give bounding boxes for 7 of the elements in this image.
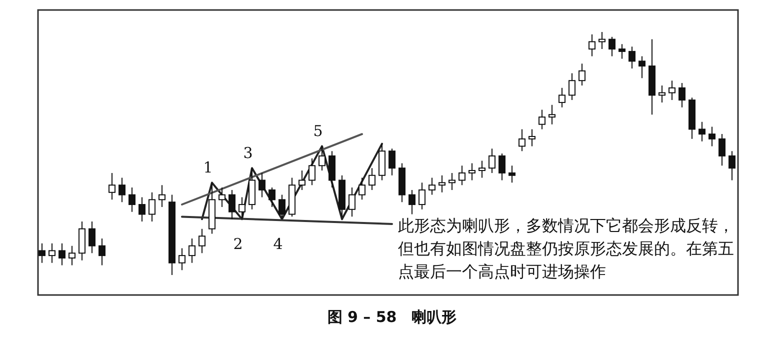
label: 4 [273,235,283,254]
label: 1 [203,158,213,177]
annotation: 此形态为喇叭形，多数情况下它都会形成反转，但也有如图情况盘整仍按原形态发展的。在第五点最后一个高点时可进场操作 [398,215,735,283]
label: 5 [313,122,323,140]
text: 图 9 – 58 喇叭形 [326,308,458,327]
label: 2 [233,235,243,254]
label: 3 [243,144,253,162]
